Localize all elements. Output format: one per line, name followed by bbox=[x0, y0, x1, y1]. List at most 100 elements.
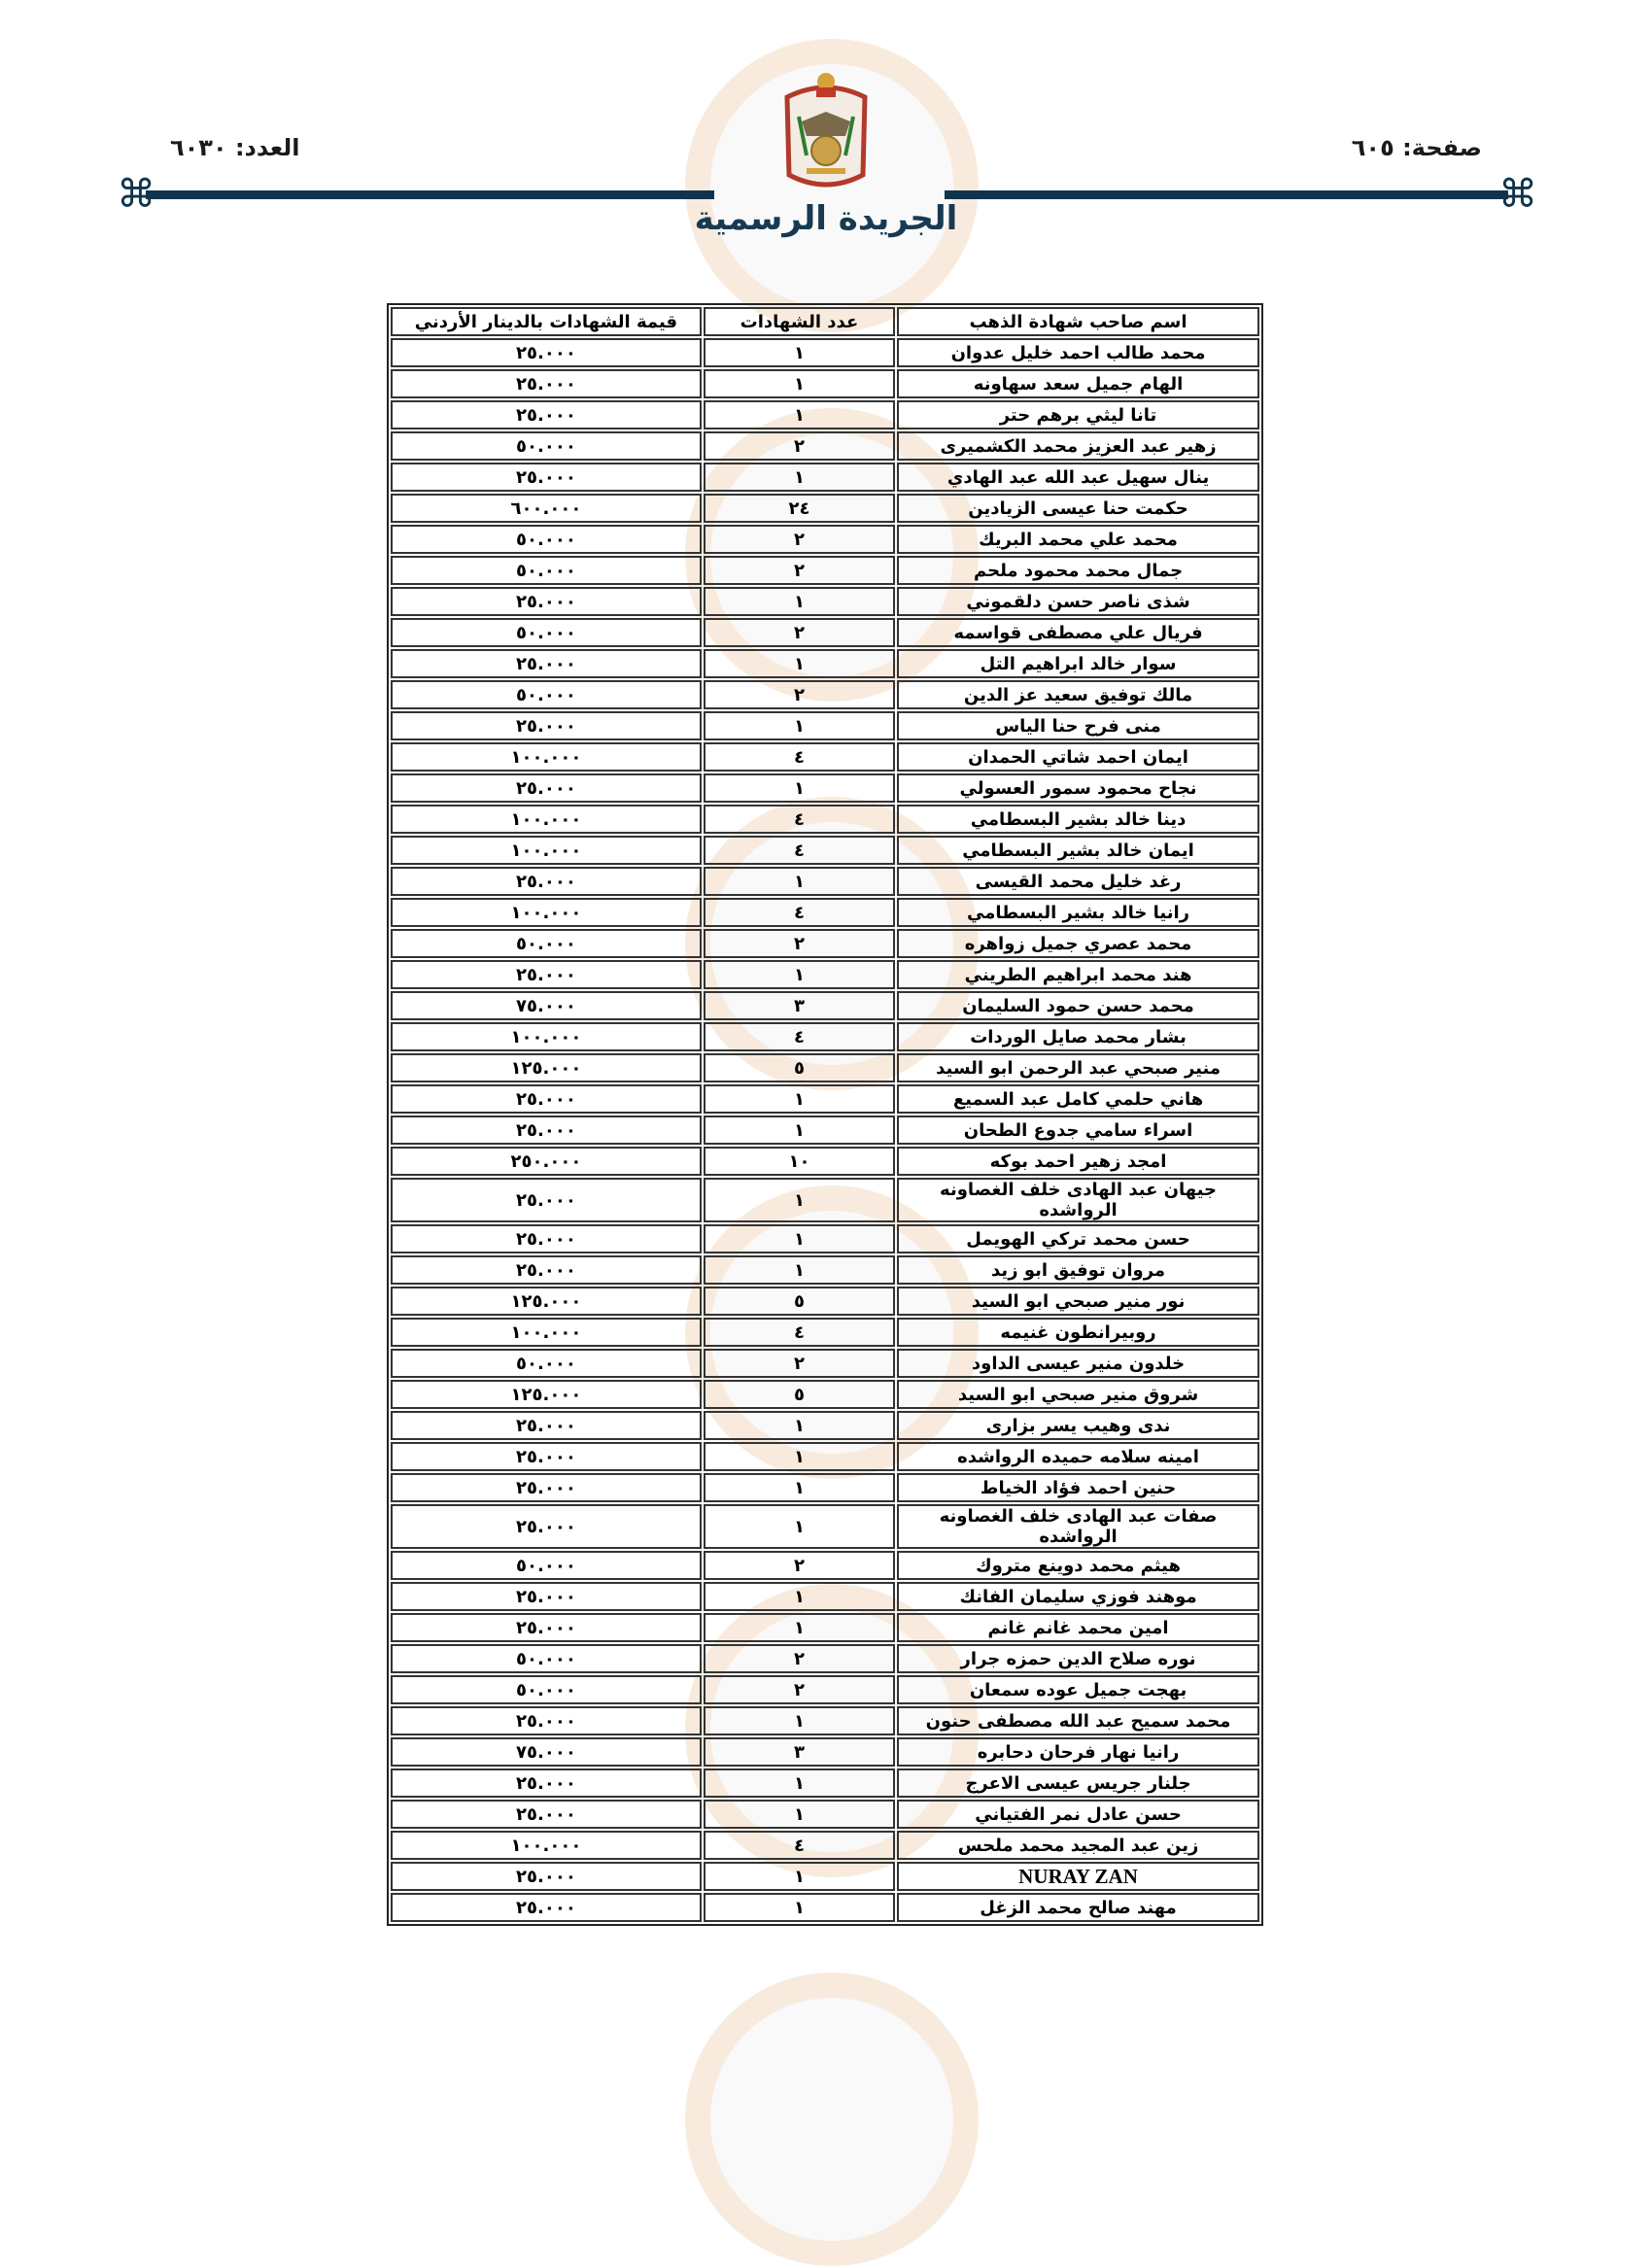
cell-value: ٢٥.٠٠٠ bbox=[391, 1224, 702, 1253]
cell-count: ١ bbox=[703, 1178, 896, 1222]
cell-value: ٢٥.٠٠٠ bbox=[391, 1178, 702, 1222]
cell-value: ٢٥.٠٠٠ bbox=[391, 1255, 702, 1285]
cell-count: ١ bbox=[703, 1800, 896, 1829]
cell-name: حنين احمد فؤاد الخياط bbox=[897, 1473, 1259, 1502]
cell-value: ٢٥٠.٠٠٠ bbox=[391, 1147, 702, 1176]
cell-count: ٥ bbox=[703, 1380, 896, 1409]
cell-value: ٢٥.٠٠٠ bbox=[391, 1613, 702, 1642]
cell-count: ١ bbox=[703, 1768, 896, 1798]
cell-name: جلنار جريس عيسى الاعرج bbox=[897, 1768, 1259, 1798]
cell-count: ١٠ bbox=[703, 1147, 896, 1176]
cell-value: ١٠٠.٠٠٠ bbox=[391, 1022, 702, 1051]
cell-count: ١ bbox=[703, 649, 896, 678]
table-row: مهند صالح محمد الزغل ١ ٢٥.٠٠٠ bbox=[391, 1893, 1259, 1922]
cell-value: ٥٠.٠٠٠ bbox=[391, 1675, 702, 1704]
cell-count: ١ bbox=[703, 338, 896, 367]
table-row: محمد عصري جميل زواهره ٢ ٥٠.٠٠٠ bbox=[391, 929, 1259, 958]
cell-name: اسراء سامي جدوع الطحان bbox=[897, 1116, 1259, 1145]
cell-name: رانيا خالد بشير البسطامي bbox=[897, 898, 1259, 927]
table-row: مروان توفيق ابو زيد ١ ٢٥.٠٠٠ bbox=[391, 1255, 1259, 1285]
cell-name: هند محمد ابراهيم الطريني bbox=[897, 960, 1259, 989]
table-row: بشار محمد صايل الوردات ٤ ١٠٠.٠٠٠ bbox=[391, 1022, 1259, 1051]
table-row: شروق منير صبحي ابو السيد ٥ ١٢٥.٠٠٠ bbox=[391, 1380, 1259, 1409]
cell-value: ٥٠.٠٠٠ bbox=[391, 1644, 702, 1673]
table-header-row: اسم صاحب شهادة الذهب عدد الشهادات قيمة ا… bbox=[391, 307, 1259, 336]
table-row: ينال سهيل عبد الله عبد الهادي ١ ٢٥.٠٠٠ bbox=[391, 463, 1259, 492]
table-row: نور منير صبحي ابو السيد ٥ ١٢٥.٠٠٠ bbox=[391, 1287, 1259, 1316]
watermark-clock bbox=[685, 1973, 979, 2266]
table-row: حسن عادل نمر الفتياني ١ ٢٥.٠٠٠ bbox=[391, 1800, 1259, 1829]
cell-count: ١ bbox=[703, 867, 896, 896]
cell-value: ٢٥.٠٠٠ bbox=[391, 1084, 702, 1114]
cell-count: ٢ bbox=[703, 556, 896, 585]
cell-value: ٢٥.٠٠٠ bbox=[391, 463, 702, 492]
cell-value: ٢٥.٠٠٠ bbox=[391, 1116, 702, 1145]
header-divider-right bbox=[945, 190, 1508, 199]
cell-name: مروان توفيق ابو زيد bbox=[897, 1255, 1259, 1285]
table-row: خلدون منير عيسى الداود ٢ ٥٠.٠٠٠ bbox=[391, 1349, 1259, 1378]
cell-count: ١ bbox=[703, 369, 896, 398]
table-row: نجاح محمود سمور العسولي ١ ٢٥.٠٠٠ bbox=[391, 773, 1259, 803]
cell-value: ٧٥.٠٠٠ bbox=[391, 1737, 702, 1767]
cell-name: هاني حلمي كامل عبد السميع bbox=[897, 1084, 1259, 1114]
cell-name: نور منير صبحي ابو السيد bbox=[897, 1287, 1259, 1316]
cell-name: صفات عبد الهادى خلف الغصاونه الرواشده bbox=[897, 1504, 1259, 1549]
cell-count: ١ bbox=[703, 463, 896, 492]
table-row: تانا ليثي برهم حتر ١ ٢٥.٠٠٠ bbox=[391, 400, 1259, 429]
table-row: ايمان احمد شاتي الحمدان ٤ ١٠٠.٠٠٠ bbox=[391, 742, 1259, 772]
cell-count: ١ bbox=[703, 773, 896, 803]
table-row: هاني حلمي كامل عبد السميع ١ ٢٥.٠٠٠ bbox=[391, 1084, 1259, 1114]
table-row: هند محمد ابراهيم الطريني ١ ٢٥.٠٠٠ bbox=[391, 960, 1259, 989]
cell-count: ٣ bbox=[703, 991, 896, 1020]
cell-name: ايمان احمد شاتي الحمدان bbox=[897, 742, 1259, 772]
table-row: امين محمد غانم غانم ١ ٢٥.٠٠٠ bbox=[391, 1613, 1259, 1642]
table-row: ايمان خالد بشير البسطامي ٤ ١٠٠.٠٠٠ bbox=[391, 836, 1259, 865]
cell-name: زين عبد المجيد محمد ملحس bbox=[897, 1831, 1259, 1860]
cell-value: ٥٠.٠٠٠ bbox=[391, 556, 702, 585]
table-row: محمد علي محمد البريك ٢ ٥٠.٠٠٠ bbox=[391, 525, 1259, 554]
cell-name: بشار محمد صايل الوردات bbox=[897, 1022, 1259, 1051]
table-row: امينه سلامه حميده الرواشده ١ ٢٥.٠٠٠ bbox=[391, 1442, 1259, 1471]
cell-count: ١ bbox=[703, 1893, 896, 1922]
cell-name: حسن عادل نمر الفتياني bbox=[897, 1800, 1259, 1829]
cell-count: ٢ bbox=[703, 525, 896, 554]
table-row: منير صبحي عبد الرحمن ابو السيد ٥ ١٢٥.٠٠٠ bbox=[391, 1053, 1259, 1082]
cell-count: ٤ bbox=[703, 805, 896, 834]
cell-count: ٤ bbox=[703, 1022, 896, 1051]
cell-count: ١ bbox=[703, 1706, 896, 1735]
cell-value: ١٠٠.٠٠٠ bbox=[391, 836, 702, 865]
cell-value: ٢٥.٠٠٠ bbox=[391, 338, 702, 367]
cell-count: ٥ bbox=[703, 1287, 896, 1316]
cell-value: ٥٠.٠٠٠ bbox=[391, 431, 702, 461]
cell-count: ٢ bbox=[703, 1644, 896, 1673]
cell-name: خلدون منير عيسى الداود bbox=[897, 1349, 1259, 1378]
table-row: محمد سميح عبد الله مصطفى حنون ١ ٢٥.٠٠٠ bbox=[391, 1706, 1259, 1735]
cell-value: ٢٥.٠٠٠ bbox=[391, 649, 702, 678]
cell-name: شروق منير صبحي ابو السيد bbox=[897, 1380, 1259, 1409]
column-header-name: اسم صاحب شهادة الذهب bbox=[897, 307, 1259, 336]
cell-name: محمد حسن حمود السليمان bbox=[897, 991, 1259, 1020]
table-row: شذى ناصر حسن دلقموني ١ ٢٥.٠٠٠ bbox=[391, 587, 1259, 616]
gold-certificates-table: اسم صاحب شهادة الذهب عدد الشهادات قيمة ا… bbox=[387, 303, 1263, 1926]
cell-count: ٣ bbox=[703, 1737, 896, 1767]
table-row: محمد حسن حمود السليمان ٣ ٧٥.٠٠٠ bbox=[391, 991, 1259, 1020]
cell-count: ٥ bbox=[703, 1053, 896, 1082]
cell-count: ٢ bbox=[703, 929, 896, 958]
cell-value: ٧٥.٠٠٠ bbox=[391, 991, 702, 1020]
table-row: اسراء سامي جدوع الطحان ١ ٢٥.٠٠٠ bbox=[391, 1116, 1259, 1145]
table-row: محمد طالب احمد خليل عدوان ١ ٢٥.٠٠٠ bbox=[391, 338, 1259, 367]
cell-count: ١ bbox=[703, 1862, 896, 1891]
cell-count: ٤ bbox=[703, 742, 896, 772]
cell-name: شذى ناصر حسن دلقموني bbox=[897, 587, 1259, 616]
cell-value: ٦٠٠.٠٠٠ bbox=[391, 494, 702, 523]
table-row: منى فرح حنا الياس ١ ٢٥.٠٠٠ bbox=[391, 711, 1259, 740]
cell-count: ٤ bbox=[703, 1831, 896, 1860]
cell-value: ٢٥.٠٠٠ bbox=[391, 369, 702, 398]
table-row: نوره صلاح الدين حمزه جرار ٢ ٥٠.٠٠٠ bbox=[391, 1644, 1259, 1673]
header-divider-left bbox=[146, 190, 714, 199]
cell-value: ٥٠.٠٠٠ bbox=[391, 1349, 702, 1378]
table-row: حنين احمد فؤاد الخياط ١ ٢٥.٠٠٠ bbox=[391, 1473, 1259, 1502]
cell-value: ٢٥.٠٠٠ bbox=[391, 773, 702, 803]
cell-count: ٢٤ bbox=[703, 494, 896, 523]
cell-name: ينال سهيل عبد الله عبد الهادي bbox=[897, 463, 1259, 492]
